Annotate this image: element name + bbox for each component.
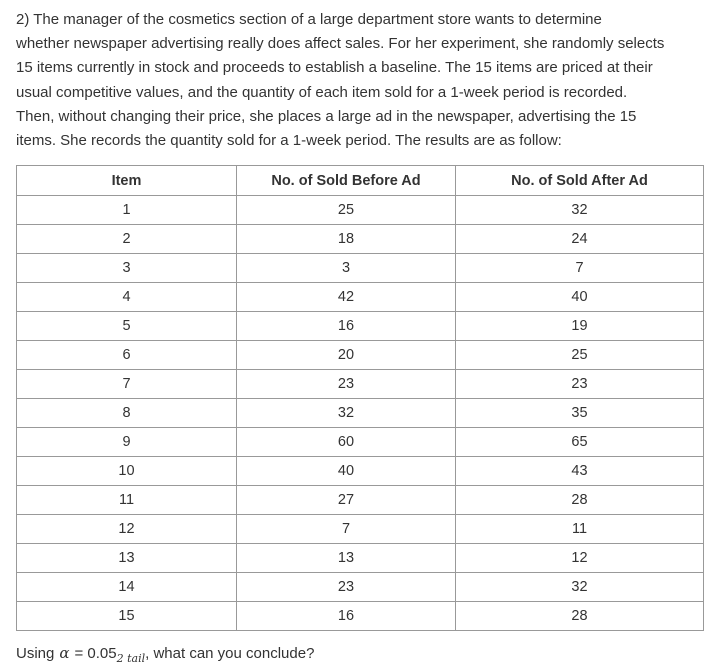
table-cell: 27 — [236, 485, 456, 515]
table-row: 7 23 23 — [16, 369, 704, 399]
table-cell: 40 — [236, 456, 456, 486]
table-cell: 25 — [236, 195, 456, 225]
text: = 0.05 — [74, 645, 117, 662]
table-row: 8 32 35 — [16, 398, 704, 428]
table-cell: 2 — [16, 224, 237, 254]
table-cell: 32 — [455, 572, 704, 602]
table-row: 14 23 32 — [16, 572, 704, 602]
table-cell: 32 — [236, 398, 456, 428]
table-row: 4 42 40 — [16, 282, 704, 312]
table-cell: 12 — [16, 514, 237, 544]
table-cell: 6 — [16, 340, 237, 370]
table-cell: 60 — [236, 427, 456, 457]
question-line: 15 items currently in stock and proceeds… — [16, 59, 653, 77]
table-cell: 28 — [455, 485, 704, 515]
table-cell: 8 — [16, 398, 237, 428]
table-cell: 5 — [16, 311, 237, 341]
table-row: 11 27 28 — [16, 485, 704, 515]
table-row: 5 16 19 — [16, 311, 704, 341]
table-cell: 42 — [236, 282, 456, 312]
table-cell: 3 — [236, 253, 456, 283]
header-cell: No. of Sold After Ad — [455, 165, 704, 196]
table-cell: 18 — [236, 224, 456, 254]
table-cell: 13 — [16, 543, 237, 573]
table-cell: 4 — [16, 282, 237, 312]
text: Using — [16, 645, 55, 662]
table-row: 12 7 11 — [16, 514, 704, 544]
table-cell: 15 — [16, 601, 237, 631]
table-cell: 23 — [455, 369, 704, 399]
table-cell: 23 — [236, 572, 456, 602]
table-cell: 25 — [455, 340, 704, 370]
subscript: 2 tail — [116, 652, 146, 665]
table-cell: 16 — [236, 601, 456, 631]
question-line: Then, without changing their price, she … — [16, 107, 637, 125]
table-cell: 10 — [16, 456, 237, 486]
text: , what can you conclude? — [145, 645, 315, 662]
header-cell: No. of Sold Before Ad — [236, 165, 456, 196]
table-cell: 9 — [16, 427, 237, 457]
table-cell: 32 — [455, 195, 704, 225]
table-cell: 7 — [236, 514, 456, 544]
table-row: 6 20 25 — [16, 340, 704, 370]
data-table: Item No. of Sold Before Ad No. of Sold Aft… — [16, 165, 704, 631]
table-cell: 7 — [455, 253, 704, 283]
table-cell: 24 — [455, 224, 704, 254]
question-line: whether newspaper advertising really doe… — [16, 35, 665, 53]
header-cell: Item — [16, 165, 237, 196]
table-cell: 40 — [455, 282, 704, 312]
table-row: 2 18 24 — [16, 224, 704, 254]
table-cell: 19 — [455, 311, 704, 341]
header-row: Item No. of Sold Before Ad No. of Sold Aft… — [16, 165, 704, 196]
table-row: 1 25 32 — [16, 195, 704, 225]
table-cell: 3 — [16, 253, 237, 283]
alpha-symbol: α — [59, 644, 70, 662]
table-cell: 35 — [455, 398, 704, 428]
question-line: 2) The manager of the cosmetics section … — [16, 11, 602, 28]
table-row: 15 16 28 — [16, 601, 704, 631]
table-row: 13 13 12 — [16, 543, 704, 573]
table-cell: 23 — [236, 369, 456, 399]
table-cell: 28 — [455, 601, 704, 631]
table-cell: 16 — [236, 311, 456, 341]
footer-question: Using α = 0.052 tail, what can you conclud… — [16, 644, 314, 665]
question: 2) The manager of the cosmetics section … — [16, 8, 664, 153]
question-line: usual competitive values, and the quanti… — [16, 83, 628, 101]
table-cell: 65 — [455, 427, 704, 457]
table-row: 9 60 65 — [16, 427, 704, 457]
table-cell: 11 — [455, 514, 704, 544]
table-cell: 43 — [455, 456, 704, 486]
table-cell: 11 — [16, 485, 237, 515]
table-cell: 14 — [16, 572, 237, 602]
table-row: 10 40 43 — [16, 456, 704, 486]
question-line: items. She records the quantity sold for… — [16, 132, 562, 150]
table-cell: 20 — [236, 340, 456, 370]
table-cell: 13 — [236, 543, 456, 573]
table-cell: 7 — [16, 369, 237, 399]
table-cell: 12 — [455, 543, 704, 573]
table-cell: 1 — [16, 195, 237, 225]
